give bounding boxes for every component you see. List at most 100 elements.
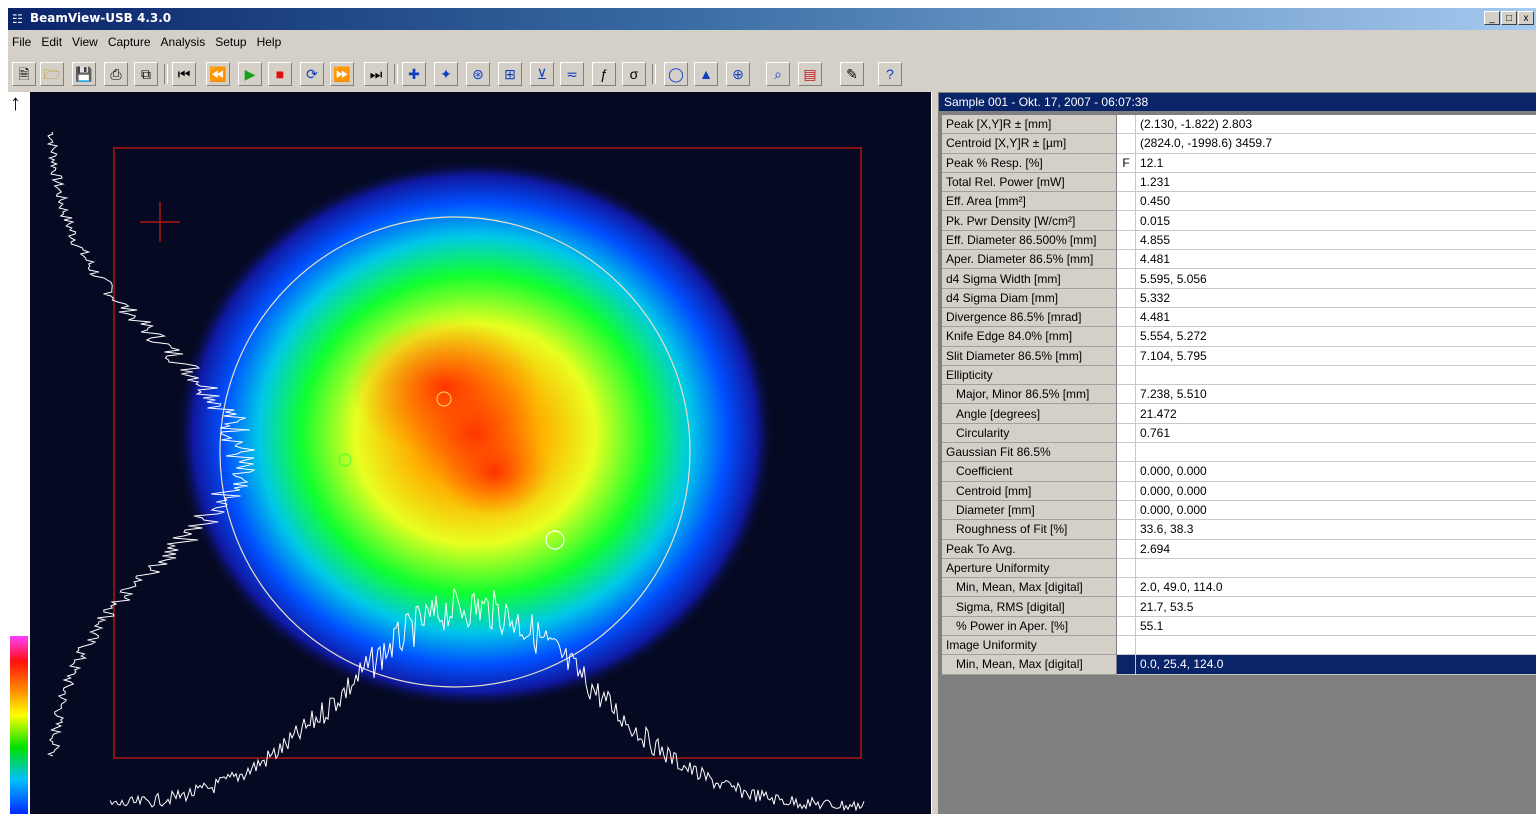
result-flag	[1116, 133, 1136, 154]
result-value: 2.0, 49.0, 114.0	[1135, 577, 1536, 598]
result-flag	[1116, 268, 1136, 289]
profile-fit-icon[interactable]: ⊻	[530, 62, 554, 86]
cursor-crosshair-icon[interactable]: ⊞	[498, 62, 522, 86]
refresh-icon[interactable]: ⟳	[300, 62, 324, 86]
result-row[interactable]: Roughness of Fit [%] 33.6, 38.3	[942, 519, 1536, 540]
result-flag	[1116, 442, 1136, 463]
last-frame-icon[interactable]: ⏭	[364, 62, 388, 86]
beam-hotspot	[350, 317, 540, 457]
result-row[interactable]: Aper. Diameter 86.5% [mm] 4.481	[942, 249, 1536, 270]
result-row[interactable]: Major, Minor 86.5% [mm] 7.238, 5.510	[942, 384, 1536, 405]
beam-image-view[interactable]	[30, 92, 931, 814]
crosshair-icon[interactable]: ✚	[402, 62, 426, 86]
menu-capture[interactable]: Capture	[107, 35, 151, 49]
result-label: d4 Sigma Diam [mm]	[942, 288, 1117, 308]
3d-view-icon[interactable]: ▲	[694, 62, 718, 86]
arrow-up-icon[interactable]: ↑	[10, 90, 21, 115]
result-value: 21.472	[1135, 403, 1536, 424]
result-row[interactable]: Centroid [mm] 0.000, 0.000	[942, 481, 1536, 501]
result-row[interactable]: Peak % Resp. [%] F 12.1	[942, 153, 1536, 173]
grid-icon[interactable]: ⊕	[726, 62, 750, 86]
application-window: ☷ BeamView-USB 4.3.0 _ □ x File Edit Vie…	[8, 8, 1536, 814]
open-icon[interactable]: 🗁	[40, 62, 64, 86]
result-label: Circularity	[942, 423, 1117, 444]
result-flag	[1116, 596, 1136, 617]
result-value: 5.595, 5.056	[1135, 268, 1536, 289]
result-flag	[1116, 500, 1136, 521]
centroid-icon[interactable]: ✦	[434, 62, 458, 86]
menu-edit[interactable]: Edit	[41, 35, 63, 49]
result-row[interactable]: Total Rel. Power [mW] 1.231	[942, 172, 1536, 193]
result-row[interactable]: % Power in Aper. [%] 55.1	[942, 616, 1536, 637]
play-icon[interactable]: ▶	[238, 62, 262, 86]
result-value: 4.481	[1135, 249, 1536, 270]
result-row[interactable]: Diameter [mm] 0.000, 0.000	[942, 500, 1536, 521]
first-frame-icon[interactable]: ⏮	[172, 62, 196, 86]
result-row[interactable]: Knife Edge 84.0% [mm] 5.554, 5.272	[942, 326, 1536, 347]
menu-help[interactable]: Help	[256, 35, 282, 49]
result-row[interactable]: Eff. Area [mm²] 0.450	[942, 191, 1536, 212]
result-row[interactable]: Min, Mean, Max [digital] 2.0, 49.0, 114.0	[942, 577, 1536, 598]
result-label: Gaussian Fit 86.5%	[942, 442, 1117, 463]
result-row[interactable]: Pk. Pwr Density [W/cm²] 0.015	[942, 210, 1536, 231]
zoom-icon[interactable]: ⌕	[766, 62, 790, 86]
result-label: Peak To Avg.	[942, 539, 1117, 559]
profile-crosshair-icon[interactable]: ⊛	[466, 62, 490, 86]
result-row[interactable]: Circularity 0.761	[942, 423, 1536, 444]
menu-view[interactable]: View	[72, 35, 98, 49]
result-row[interactable]: Sigma, RMS [digital] 21.7, 53.5	[942, 596, 1536, 617]
menu-analysis[interactable]: Analysis	[160, 35, 206, 49]
result-row[interactable]: Centroid [X,Y]R ± [µm] (2824.0, -1998.6) …	[942, 133, 1536, 154]
result-row[interactable]: Min, Mean, Max [digital] 0.0, 25.4, 124.0	[942, 654, 1536, 675]
result-row[interactable]: Image Uniformity	[942, 635, 1536, 656]
menu-setup[interactable]: Setup	[215, 35, 247, 49]
result-row[interactable]: Angle [degrees] 21.472	[942, 403, 1536, 424]
result-value: 0.0, 25.4, 124.0	[1135, 654, 1536, 675]
splitter[interactable]	[931, 92, 939, 814]
scan-icon[interactable]: ≂	[560, 62, 584, 86]
help-icon[interactable]: ?	[878, 62, 902, 86]
result-flag	[1116, 384, 1136, 405]
result-row[interactable]: d4 Sigma Width [mm] 5.595, 5.056	[942, 268, 1536, 289]
result-label: Divergence 86.5% [mrad]	[942, 307, 1117, 328]
maximize-button[interactable]: □	[1501, 11, 1517, 25]
result-flag	[1116, 519, 1136, 540]
result-row[interactable]: Ellipticity	[942, 365, 1536, 386]
result-label: Ellipticity	[942, 365, 1117, 386]
result-row[interactable]: Aperture Uniformity	[942, 558, 1536, 579]
close-button[interactable]: x	[1518, 11, 1534, 25]
previous-frame-icon[interactable]: ⏪	[206, 62, 230, 86]
result-flag	[1116, 577, 1136, 598]
function-icon[interactable]: ƒ	[592, 62, 616, 86]
result-label: Eff. Diameter 86.500% [mm]	[942, 230, 1117, 251]
result-row[interactable]: Slit Diameter 86.5% [mm] 7.104, 5.795	[942, 346, 1536, 366]
measure-icon[interactable]: ✎	[840, 62, 864, 86]
aperture-circle	[219, 216, 691, 688]
print-icon[interactable]: ⎙	[104, 62, 128, 86]
result-row[interactable]: d4 Sigma Diam [mm] 5.332	[942, 288, 1536, 308]
result-value: 5.554, 5.272	[1135, 326, 1536, 347]
result-row[interactable]: Eff. Diameter 86.500% [mm] 4.855	[942, 230, 1536, 251]
result-row[interactable]: Divergence 86.5% [mrad] 4.481	[942, 307, 1536, 328]
next-frame-icon[interactable]: ⏩	[330, 62, 354, 86]
result-label: Slit Diameter 86.5% [mm]	[942, 346, 1117, 366]
result-row[interactable]: Peak [X,Y]R ± [mm] (2.130, -1.822) 2.803	[942, 115, 1536, 135]
stop-icon[interactable]: ■	[268, 62, 292, 86]
result-value: 21.7, 53.5	[1135, 596, 1536, 617]
palette-icon[interactable]: ▤	[798, 62, 822, 86]
result-row[interactable]: Gaussian Fit 86.5%	[942, 442, 1536, 463]
aperture-icon[interactable]: ◯	[664, 62, 688, 86]
result-row[interactable]: Coefficient 0.000, 0.000	[942, 461, 1536, 482]
save-icon[interactable]: 💾	[72, 62, 96, 86]
copy-icon[interactable]: ⧉	[134, 62, 158, 86]
result-row[interactable]: Peak To Avg. 2.694	[942, 539, 1536, 559]
new-icon[interactable]: 🗎	[12, 62, 36, 86]
analysis-box	[113, 147, 862, 759]
menu-file[interactable]: File	[12, 35, 32, 49]
title-bar[interactable]: ☷ BeamView-USB 4.3.0 _ □ x	[8, 8, 1536, 30]
result-value	[1135, 558, 1536, 579]
result-label: d4 Sigma Width [mm]	[942, 268, 1117, 289]
sigma-icon[interactable]: σ	[622, 62, 646, 86]
minimize-button[interactable]: _	[1484, 11, 1500, 25]
result-flag	[1116, 654, 1136, 675]
